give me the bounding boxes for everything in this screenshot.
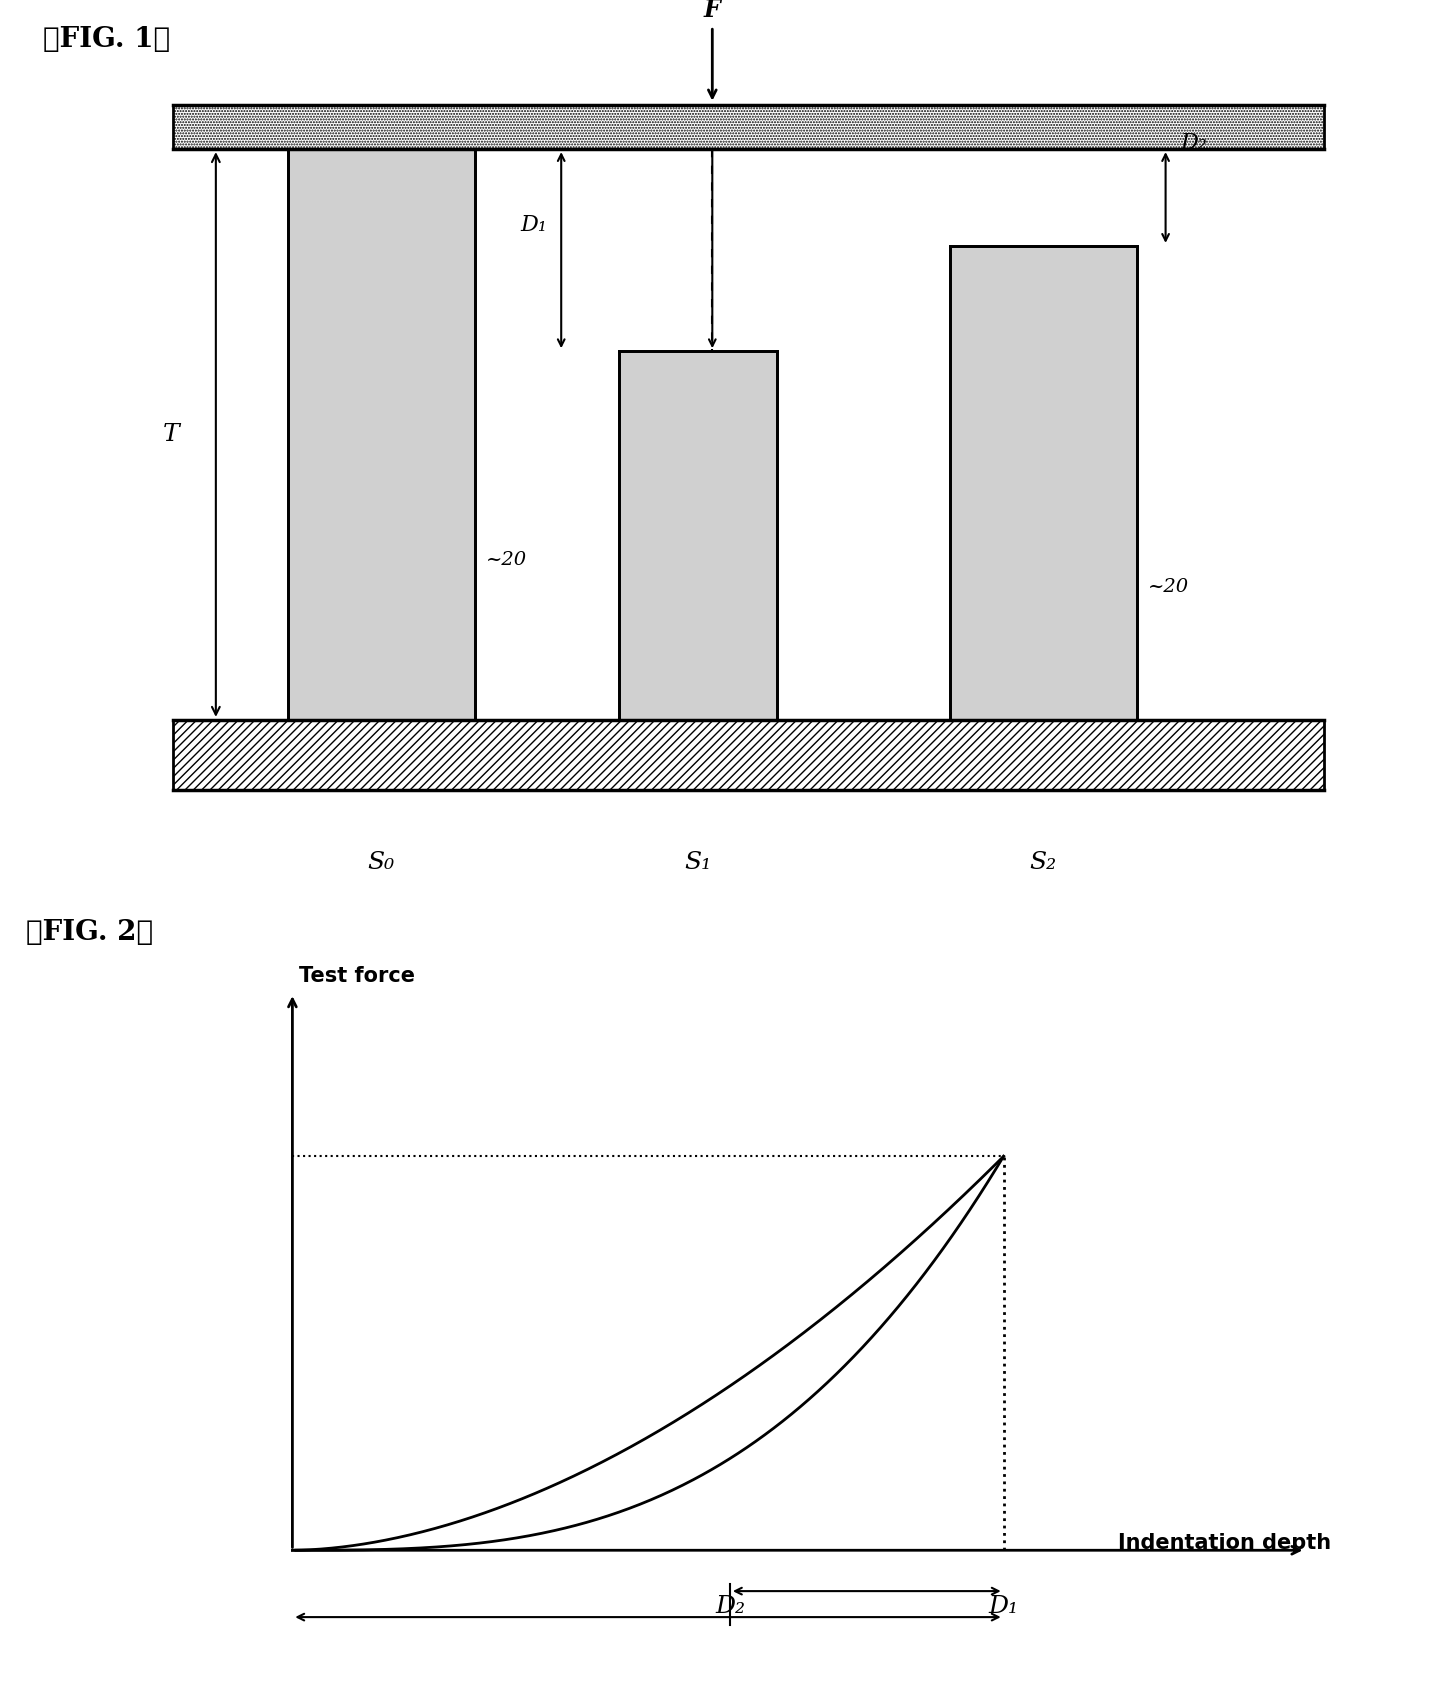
Text: T: T [163,424,180,446]
Bar [288,149,475,719]
Text: ~20: ~20 [486,550,528,569]
Bar [950,246,1137,719]
Text: Test force: Test force [299,966,414,986]
Bar [619,351,777,719]
Text: F: F [704,0,721,22]
Text: D₂: D₂ [715,1595,745,1617]
Text: D₁: D₁ [519,214,547,236]
Bar [173,105,1324,149]
Text: S₂: S₂ [1030,851,1056,874]
Text: ~20: ~20 [1148,577,1190,596]
Text: D₁: D₁ [989,1595,1019,1617]
Text: D₂: D₂ [1180,132,1207,154]
Text: 【FIG. 2】: 【FIG. 2】 [26,918,154,945]
Text: 【FIG. 1】: 【FIG. 1】 [43,27,170,54]
Text: Indentation depth: Indentation depth [1118,1533,1331,1553]
Bar [173,719,1324,790]
Text: S₀: S₀ [368,851,394,874]
Text: S₁: S₁ [685,851,711,874]
